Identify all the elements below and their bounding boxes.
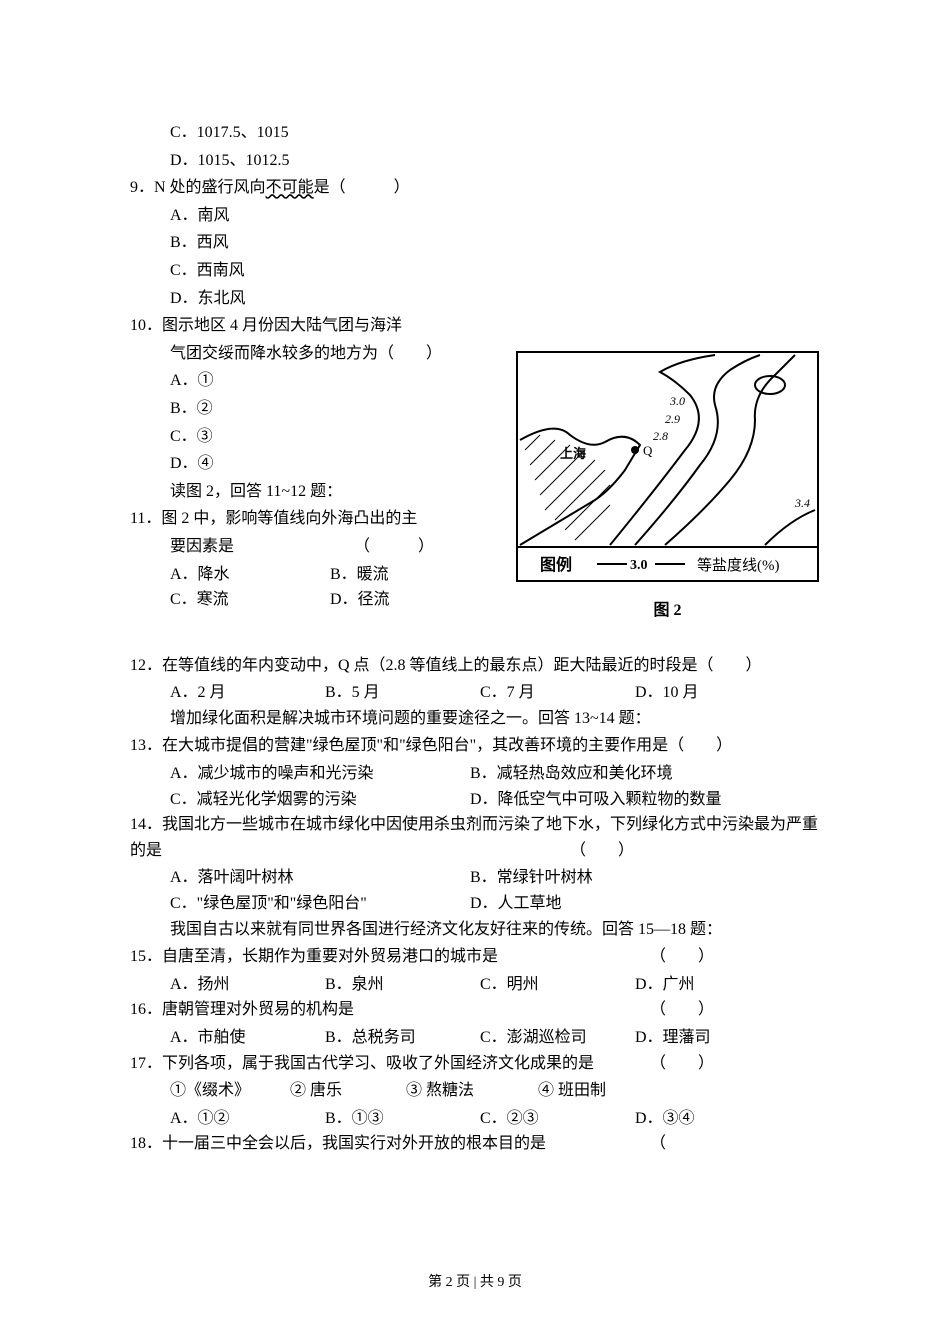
v34: 3.4: [794, 496, 810, 510]
q16-option-c: C．澎湖巡检司: [480, 1025, 635, 1051]
q17-option-b: B．①③: [325, 1106, 480, 1132]
q13-option-a: A．减少城市的噪声和光污染: [170, 761, 470, 787]
q11-option-c: C．寒流: [170, 587, 330, 613]
q11-option-d: D．径流: [330, 587, 390, 613]
content: C．1017.5、1015 D．1015、1012.5 9．N 处的盛行风向不可…: [130, 120, 820, 1157]
q15-option-c: C．明州: [480, 972, 635, 998]
q9-option-b: B．西风: [130, 230, 820, 256]
q16-option-d: D．理藩司: [635, 1025, 790, 1051]
q12-option-b: B．5 月: [325, 680, 480, 706]
q14-row-ab: A．落叶阔叶树林 B．常绿针叶树林: [130, 865, 820, 891]
legend-text: 等盐度线(%): [697, 556, 780, 574]
v29: 2.9: [665, 412, 680, 426]
q17-option-c: C．②③: [480, 1106, 635, 1132]
q15-options: A．扬州 B．泉州 C．明州 D．广州: [130, 972, 820, 998]
q16-stem: 16．唐朝管理对外贸易的机构是 （ ）: [130, 997, 820, 1023]
q17-stem: 17．下列各项，属于我国古代学习、吸收了外国经济文化成果的是 （ ）: [130, 1051, 820, 1077]
q14-row-cd: C．"绿色屋顶"和"绿色阳台" D．人工草地: [130, 891, 820, 917]
legend-label: 图例: [540, 555, 572, 574]
lead-13-14: 增加绿化面积是解决城市环境问题的重要途径之一。回答 13~14 题：: [130, 706, 820, 732]
q9-option-c: C．西南风: [130, 258, 820, 284]
q12-stem: 12．在等值线的年内变动中，Q 点（2.8 等值线上的最东点）距大陆最近的时段是…: [130, 653, 820, 679]
q8-option-c: C．1017.5、1015: [130, 120, 820, 146]
q17-options: A．①② B．①③ C．②③ D．③④: [130, 1106, 820, 1132]
q14-option-b: B．常绿针叶树林: [470, 865, 770, 891]
q14-option-c: C．"绿色屋顶"和"绿色阳台": [170, 891, 470, 917]
q13-option-d: D．降低空气中可吸入颗粒物的数量: [470, 787, 770, 813]
q16-option-b: B．总税务司: [325, 1025, 480, 1051]
q9-stem: 9．N 处的盛行风向不可能是（ ）: [130, 175, 820, 201]
q14-option-d: D．人工草地: [470, 891, 770, 917]
q15-option-a: A．扬州: [170, 972, 325, 998]
q16-option-a: A．市舶使: [170, 1025, 325, 1051]
q14-option-a: A．落叶阔叶树林: [170, 865, 470, 891]
v28: 2.8: [653, 429, 668, 443]
q13-row-ab: A．减少城市的噪声和光污染 B．减轻热岛效应和美化环境: [130, 761, 820, 787]
q17-items: ①《缀术》 ② 唐乐 ③ 熬糖法 ④ 班田制: [130, 1078, 820, 1104]
legend-value: 3.0: [630, 558, 648, 573]
q13-row-cd: C．减轻光化学烟雾的污染 D．降低空气中可吸入颗粒物的数量: [130, 787, 820, 813]
q13-stem: 13．在大城市提倡的营建"绿色屋顶"和"绿色阳台"，其改善环境的主要作用是（ ）: [130, 733, 820, 759]
figure-caption: 图 2: [515, 598, 820, 624]
q12-option-c: C．7 月: [480, 680, 635, 706]
q9-option-d: D．东北风: [130, 286, 820, 312]
q13-option-c: C．减轻光化学烟雾的污染: [170, 787, 470, 813]
q12-option-a: A．2 月: [170, 680, 325, 706]
v30: 3.0: [669, 394, 685, 408]
map-svg: 上海 Q 3.0 2.9 2.8 3.4 图例 3.0 等盐度线(%): [515, 350, 820, 585]
q8-option-d: D．1015、1012.5: [130, 148, 820, 174]
q-label: Q: [643, 443, 653, 458]
q12-option-d: D．10 月: [635, 680, 790, 706]
q15-option-d: D．广州: [635, 972, 790, 998]
q11-option-b: B．暖流: [330, 562, 389, 588]
figure-2-diagram: 上海 Q 3.0 2.9 2.8 3.4 图例 3.0 等盐度线(%) 图 2: [515, 350, 820, 623]
q14-stem: 14．我国北方一些城市在城市绿化中因使用杀虫剂而污染了地下水，下列绿化方式中污染…: [130, 812, 820, 863]
lead-15-18: 我国自古以来就有同世界各国进行经济文化友好往来的传统。回答 15—18 题：: [130, 917, 820, 943]
q10-stem-1: 10．图示地区 4 月份因大陆气团与海洋: [130, 313, 820, 339]
page-footer: 第 2 页 | 共 9 页: [0, 1272, 950, 1294]
q11-option-a: A．降水: [170, 562, 330, 588]
q16-options: A．市舶使 B．总税务司 C．澎湖巡检司 D．理藩司: [130, 1025, 820, 1051]
q15-option-b: B．泉州: [325, 972, 480, 998]
q18-stem: 18．十一届三中全会以后，我国实行对外开放的根本目的是 （: [130, 1131, 820, 1157]
q15-stem: 15．自唐至清，长期作为重要对外贸易港口的城市是 （ ）: [130, 944, 820, 970]
q12-options: A．2 月 B．5 月 C．7 月 D．10 月: [130, 680, 820, 706]
q9-option-a: A．南风: [130, 203, 820, 229]
city-label: 上海: [560, 446, 586, 461]
q17-option-a: A．①②: [170, 1106, 325, 1132]
q13-option-b: B．减轻热岛效应和美化环境: [470, 761, 770, 787]
q17-option-d: D．③④: [635, 1106, 790, 1132]
